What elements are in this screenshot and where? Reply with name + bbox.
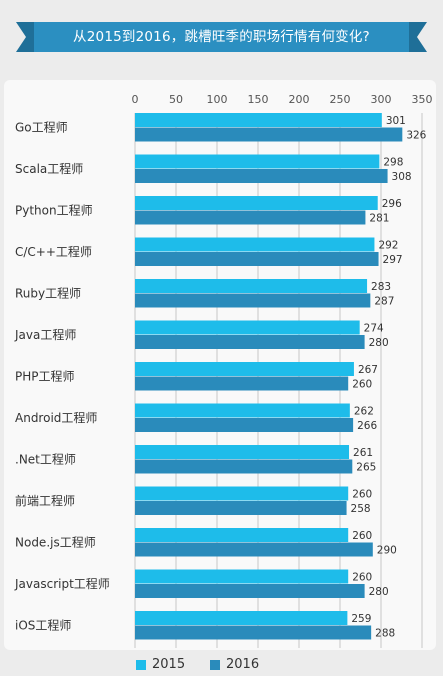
bar-2016 xyxy=(135,625,372,640)
x-tick-label: 300 xyxy=(371,93,392,106)
bar-2016 xyxy=(135,459,353,474)
bar-2016 xyxy=(135,335,365,349)
category-label: Scala工程师 xyxy=(15,161,83,176)
x-tick-label: 350 xyxy=(412,93,433,106)
data-label: 260 xyxy=(352,489,372,501)
bar-2015 xyxy=(135,362,354,376)
category-label: iOS工程师 xyxy=(15,618,71,633)
category-label: .Net工程师 xyxy=(15,452,76,467)
data-label: 261 xyxy=(353,447,373,459)
bar-2016 xyxy=(135,127,403,142)
legend: 2015 2016 xyxy=(0,656,443,676)
data-label: 280 xyxy=(369,337,389,349)
bar-2015 xyxy=(135,445,350,459)
category-label: Go工程师 xyxy=(15,120,68,135)
bar-2015 xyxy=(135,237,375,252)
data-label: 274 xyxy=(364,323,384,335)
data-label: 266 xyxy=(357,420,377,432)
bar-2015 xyxy=(135,154,380,169)
bar-2016 xyxy=(135,293,371,308)
bar-2015 xyxy=(135,403,350,418)
category-label: 前端工程师 xyxy=(15,493,75,508)
legend-swatch-2016 xyxy=(210,660,220,670)
data-label: 287 xyxy=(374,296,394,308)
data-label: 258 xyxy=(351,503,371,515)
legend-label-2016: 2016 xyxy=(226,657,260,672)
data-label: 298 xyxy=(383,157,403,169)
data-label: 301 xyxy=(386,115,406,127)
data-label: 292 xyxy=(378,240,398,252)
x-tick-label: 50 xyxy=(169,93,183,106)
data-label: 296 xyxy=(382,198,402,210)
banner-ribbon-shape xyxy=(16,22,427,52)
category-label: Node.js工程师 xyxy=(15,535,96,550)
data-label: 260 xyxy=(352,572,372,584)
bar-2016 xyxy=(135,584,365,598)
legend-swatch-2015 xyxy=(136,660,146,670)
bar-2016 xyxy=(135,169,388,183)
category-label: Python工程师 xyxy=(15,203,93,218)
data-label: 283 xyxy=(371,281,391,293)
x-tick-label: 100 xyxy=(207,93,228,106)
data-label: 259 xyxy=(351,613,371,625)
bar-2016 xyxy=(135,210,366,225)
bar-2015 xyxy=(135,113,382,127)
chart-title: 从2015到2016，跳槽旺季的职场行情有何变化? xyxy=(73,29,370,45)
data-label: 288 xyxy=(375,628,395,640)
x-tick-label: 150 xyxy=(248,93,269,106)
data-label: 265 xyxy=(356,462,376,474)
x-tick-label: 200 xyxy=(289,93,310,106)
bar-2016 xyxy=(135,376,349,391)
bar-2016 xyxy=(135,501,347,515)
category-label: Android工程师 xyxy=(15,410,97,425)
bar-2016 xyxy=(135,542,373,557)
legend-label-2015: 2015 xyxy=(152,657,186,672)
category-label: PHP工程师 xyxy=(15,369,75,384)
bar-2016 xyxy=(135,418,354,432)
data-label: 267 xyxy=(358,364,378,376)
bar-2015 xyxy=(135,196,378,210)
bar-2015 xyxy=(135,486,349,501)
data-label: 260 xyxy=(352,530,372,542)
data-label: 326 xyxy=(406,130,426,142)
data-label: 260 xyxy=(352,379,372,391)
category-label: Javascript工程师 xyxy=(14,576,110,591)
category-label: Ruby工程师 xyxy=(15,286,81,301)
data-label: 297 xyxy=(383,254,403,266)
bar-2016 xyxy=(135,252,379,266)
title-banner: 从2015到2016，跳槽旺季的职场行情有何变化? xyxy=(16,22,427,52)
bar-2015 xyxy=(135,320,360,335)
category-label: C/C++工程师 xyxy=(15,244,92,259)
data-label: 290 xyxy=(377,545,397,557)
x-tick-label: 0 xyxy=(132,93,139,106)
bar-2015 xyxy=(135,611,348,625)
bar-2015 xyxy=(135,528,349,542)
data-label: 280 xyxy=(369,586,389,598)
data-label: 308 xyxy=(392,171,412,183)
data-label: 262 xyxy=(354,406,374,418)
data-label: 281 xyxy=(369,213,389,225)
category-label: Java工程师 xyxy=(14,327,76,342)
x-tick-label: 250 xyxy=(330,93,351,106)
bar-2015 xyxy=(135,279,368,293)
bar-2015 xyxy=(135,569,349,584)
